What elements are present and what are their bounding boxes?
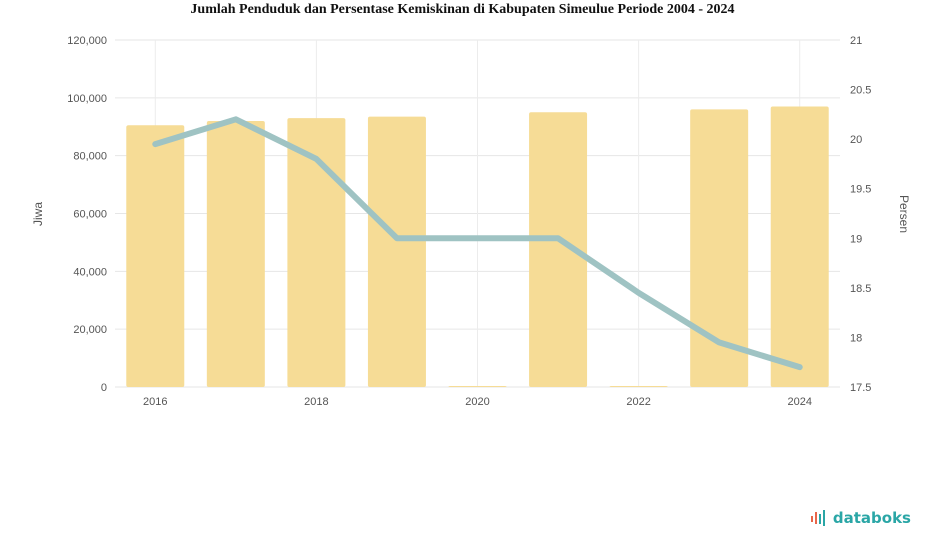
- line-point-2018: [313, 156, 319, 162]
- bar-2018: [287, 118, 346, 387]
- right-tick-label: 18.5: [850, 283, 871, 295]
- bar-2023: [690, 109, 749, 388]
- left-axis-title: Jiwa: [31, 202, 45, 226]
- x-tick-label: 2018: [304, 396, 328, 408]
- bar-2020: [448, 386, 507, 387]
- bar-2019: [367, 116, 426, 388]
- right-tick-label: 17.5: [850, 382, 871, 394]
- left-tick-label: 40,000: [73, 266, 107, 278]
- line-point-2017: [233, 116, 239, 122]
- line-series: [152, 116, 803, 371]
- right-tick-label: 21: [850, 35, 862, 47]
- left-tick-label: 100,000: [67, 93, 107, 105]
- left-tick-label: 20,000: [73, 324, 107, 336]
- x-tick-label: 2022: [626, 396, 650, 408]
- right-tick-label: 19.5: [850, 184, 871, 196]
- databoks-wordmark: databoks: [832, 509, 911, 527]
- bar-2017: [206, 120, 265, 387]
- x-tick-label: 2016: [143, 396, 167, 408]
- left-axis-ticks: 0 20,000 40,000 60,000 80,000 100,000 120,000: [67, 35, 107, 394]
- bar-2016: [126, 125, 185, 387]
- x-tick-label: 2020: [465, 396, 489, 408]
- bar-2021: [529, 112, 588, 388]
- line-point-2024: [797, 364, 803, 370]
- bar-series: [126, 106, 829, 388]
- right-axis-ticks: 17.5 18 18.5 19 19.5 20 20.5 21: [850, 35, 871, 394]
- line-point-2016: [152, 141, 158, 147]
- line-point-2023: [716, 339, 722, 345]
- databoks-mark-icon: [810, 510, 825, 526]
- right-tick-label: 20.5: [850, 85, 871, 97]
- line-point-2020: [475, 235, 480, 241]
- line-point-2019: [394, 235, 400, 241]
- right-tick-label: 20: [850, 134, 862, 146]
- x-tick-label: 2024: [787, 396, 811, 408]
- bar-2024: [770, 106, 829, 387]
- line-point-2021: [555, 235, 561, 241]
- right-tick-label: 18: [850, 332, 862, 344]
- left-tick-label: 80,000: [73, 151, 107, 163]
- databoks-logo: databoks: [810, 509, 911, 527]
- chart-title: Jumlah Penduduk dan Persentase Kemiskina…: [190, 2, 735, 17]
- left-tick-label: 60,000: [73, 209, 107, 221]
- right-tick-label: 19: [850, 233, 862, 245]
- line-point-2022: [636, 290, 642, 296]
- left-tick-label: 0: [101, 382, 107, 394]
- left-tick-label: 120,000: [67, 35, 107, 47]
- right-axis-title: Persen: [897, 195, 911, 233]
- bar-2022: [609, 386, 668, 387]
- x-axis-ticks: 2016 2018 2020 2022 2024: [143, 396, 812, 408]
